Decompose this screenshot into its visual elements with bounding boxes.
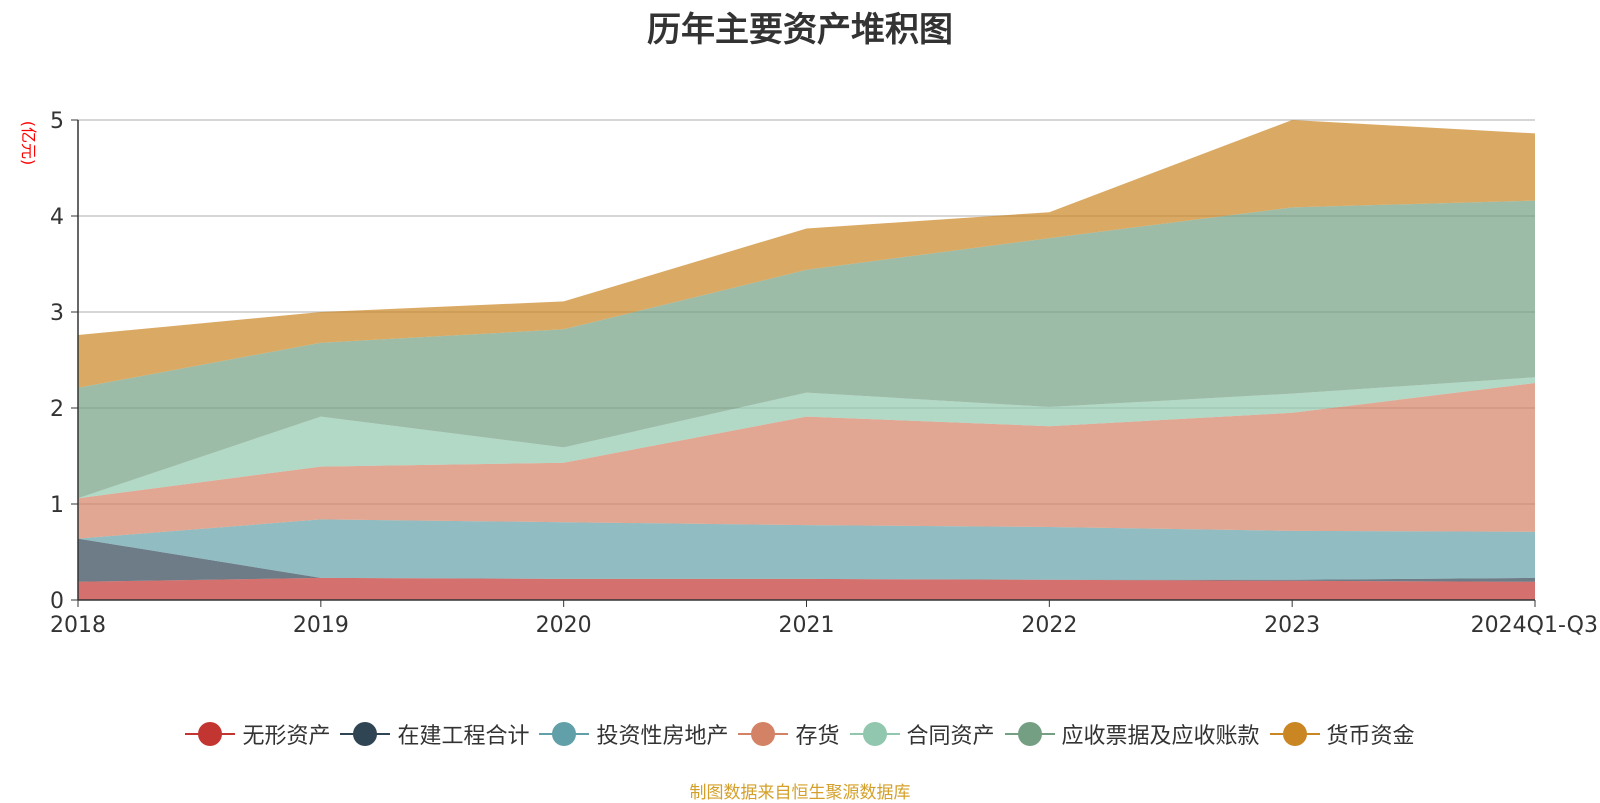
chart-title: 历年主要资产堆积图 — [647, 10, 953, 50]
area-series-layer — [78, 120, 1535, 600]
area-series-货币资金[interactable] — [78, 120, 1535, 388]
x-tick-label: 2023 — [1264, 613, 1320, 638]
area-series-投资性房地产[interactable] — [78, 519, 1535, 580]
legend-label: 无形资产 — [242, 724, 331, 749]
legend-item[interactable]: 应收票据及应收账款 — [1004, 718, 1260, 750]
area-series-合同资产[interactable] — [78, 377, 1535, 499]
legend-label: 应收票据及应收账款 — [1061, 724, 1260, 749]
legend-marker — [539, 719, 590, 749]
legend-marker — [1004, 719, 1055, 749]
area-series-存货[interactable] — [78, 383, 1535, 539]
y-tick-label: 2 — [50, 397, 64, 422]
legend-marker — [340, 719, 391, 749]
y-tick-label: 5 — [50, 109, 64, 134]
y-tick-label: 3 — [50, 301, 64, 326]
legend-label: 在建工程合计 — [397, 724, 530, 749]
legend-label: 存货 — [795, 724, 840, 749]
y-tick-label: 4 — [50, 205, 64, 230]
legend-item[interactable]: 存货 — [738, 718, 840, 750]
legend: 无形资产 在建工程合计 投资性房地产 存货 合同资产 应收票据及应收账款 货币资金 — [0, 716, 1600, 752]
axes: 0 1 2 3 4 5 2018 2019 2020 2021 2022 2023 2024Q1-Q3 — [50, 109, 1598, 638]
legend-item[interactable]: 投资性房地产 — [539, 718, 728, 750]
legend-marker — [185, 719, 236, 749]
legend-item[interactable]: 无形资产 — [185, 718, 330, 750]
legend-marker — [849, 719, 900, 749]
area-series-应收票据及应收账款[interactable] — [78, 200, 1535, 499]
source-note: 制图数据来自恒生聚源数据库 — [689, 783, 911, 803]
x-tick-label: 2022 — [1021, 613, 1077, 638]
x-tick-label: 2019 — [293, 613, 349, 638]
legend-label: 合同资产 — [906, 724, 995, 749]
legend-item[interactable]: 货币资金 — [1269, 718, 1415, 750]
y-tick-label: 0 — [50, 589, 64, 614]
area-series-在建工程合计[interactable] — [78, 538, 1535, 582]
legend-label: 货币资金 — [1326, 724, 1415, 749]
x-tick-label: 2024Q1-Q3 — [1471, 613, 1598, 638]
area-series-无形资产[interactable] — [78, 577, 1535, 600]
legend-item[interactable]: 合同资产 — [849, 718, 995, 750]
x-tick-label: 2021 — [779, 613, 835, 638]
y-axis-unit-label: (亿元) — [19, 121, 38, 166]
legend-marker — [1269, 719, 1320, 749]
legend-marker — [738, 719, 789, 749]
legend-label: 投资性房地产 — [596, 724, 729, 749]
x-tick-label: 2018 — [50, 613, 106, 638]
x-tick-label: 2020 — [536, 613, 592, 638]
y-tick-label: 1 — [50, 493, 64, 518]
legend-item[interactable]: 在建工程合计 — [340, 718, 529, 750]
